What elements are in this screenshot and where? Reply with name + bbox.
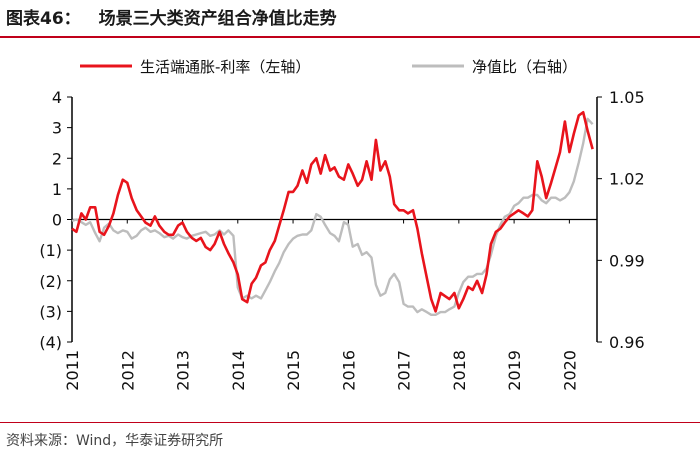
x-tick-label: 2020	[560, 350, 579, 391]
line-chart: 生活端通胀-利率（左轴） 净值比（右轴） 4 3 2 1 0 (1) (2) (3) (4) 1.…	[39, 58, 644, 391]
left-tick-label: (4)	[39, 333, 62, 352]
left-tick-label: 3	[52, 119, 62, 138]
x-tick-label: 2014	[229, 350, 248, 391]
right-tick-label: 1.05	[609, 88, 645, 107]
x-tick-label: 2016	[339, 350, 358, 391]
left-tick-label: (1)	[39, 241, 62, 260]
title-rule	[0, 36, 700, 38]
x-tick-label: 2011	[63, 350, 82, 391]
x-tick-label: 2017	[395, 350, 414, 391]
axes: 4 3 2 1 0 (1) (2) (3) (4) 1.05 1.02 0.99 0.96 2011 201…	[39, 88, 644, 391]
x-tick-label: 2018	[450, 350, 469, 391]
left-tick-label: 2	[52, 149, 62, 168]
figure-title-text: 场景三大类资产组合净值比走势	[98, 9, 337, 29]
left-tick-label: 1	[52, 180, 62, 199]
figure-title: 图表46： 场景三大类资产组合净值比走势	[6, 5, 337, 33]
source-rule	[0, 422, 700, 423]
x-tick-label: 2013	[174, 350, 193, 391]
left-tick-label: 0	[52, 211, 62, 230]
source-note: 资料来源：Wind，华泰证券研究所	[6, 433, 224, 449]
x-tick-label: 2012	[118, 350, 137, 391]
left-tick-label: (3)	[39, 302, 62, 321]
x-tick-label: 2015	[284, 350, 303, 391]
right-tick-label: 0.99	[609, 251, 645, 270]
legend-label-nav: 净值比（右轴）	[472, 58, 577, 76]
x-tick-label: 2019	[505, 350, 524, 391]
left-tick-label: (2)	[39, 272, 62, 291]
figure-number: 图表46：	[6, 9, 81, 29]
inflation-rate-series-line	[71, 111, 594, 313]
left-tick-label: 4	[52, 88, 62, 107]
legend-label-inflation: 生活端通胀-利率（左轴）	[140, 58, 310, 76]
right-tick-label: 1.02	[609, 170, 645, 189]
series-layer	[71, 111, 594, 316]
right-tick-label: 0.96	[609, 333, 645, 352]
nav-ratio-series-line	[71, 117, 594, 316]
